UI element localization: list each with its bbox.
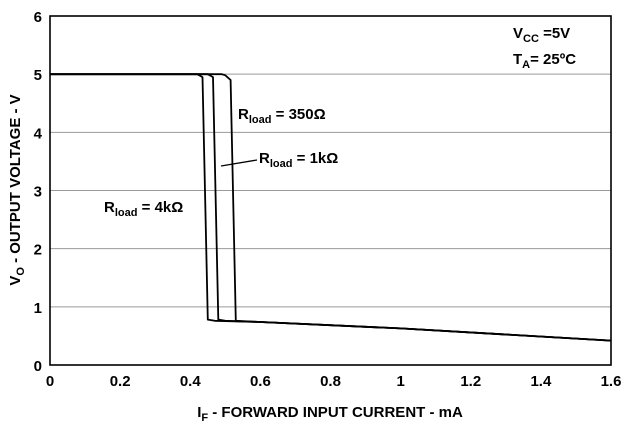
- series-line-2: [50, 73, 612, 342]
- series-label-350ohm: Rload = 350Ω: [238, 106, 326, 126]
- x-axis-title: IF - FORWARD INPUT CURRENT - mA: [197, 404, 463, 424]
- series-label-1k: Rload = 1kΩ: [259, 150, 338, 170]
- x-tick-label: 0.6: [250, 373, 271, 390]
- x-tick-label: 0.2: [110, 373, 131, 390]
- axis-ticks: 0 1 2 3 4 5 6 0 0.2 0.4 0.6 0.8 1 1.2 1.4 1.6: [34, 9, 622, 390]
- x-tick-label: 1.2: [460, 373, 481, 390]
- y-tick-label: 3: [34, 184, 42, 201]
- x-tick-label: 0: [46, 373, 54, 390]
- x-tick-label: 0.8: [320, 373, 341, 390]
- condition-ta: TA= 25ºC: [513, 51, 576, 71]
- y-tick-label: 1: [34, 300, 42, 317]
- x-tick-label: 0.4: [180, 373, 202, 390]
- condition-vcc: VCC =5V: [513, 25, 570, 45]
- curves: [50, 73, 612, 342]
- y-tick-label: 5: [34, 67, 42, 84]
- y-tick-label: 2: [34, 242, 42, 259]
- y-axis-title: VO - OUTPUT VOLTAGE - V: [7, 94, 27, 285]
- y-tick-label: 6: [34, 9, 42, 26]
- y-tick-label: 0: [34, 358, 42, 375]
- series-label-4k: Rload = 4kΩ: [104, 199, 183, 219]
- x-tick-label: 1.4: [530, 373, 552, 390]
- plot-frame: [49, 15, 612, 366]
- x-tick-label: 1: [396, 373, 404, 390]
- series-label-1k-leader: [220, 159, 258, 167]
- y-tick-label: 4: [34, 125, 43, 142]
- x-tick-label: 1.6: [601, 373, 622, 390]
- grid-lines: [50, 73, 611, 308]
